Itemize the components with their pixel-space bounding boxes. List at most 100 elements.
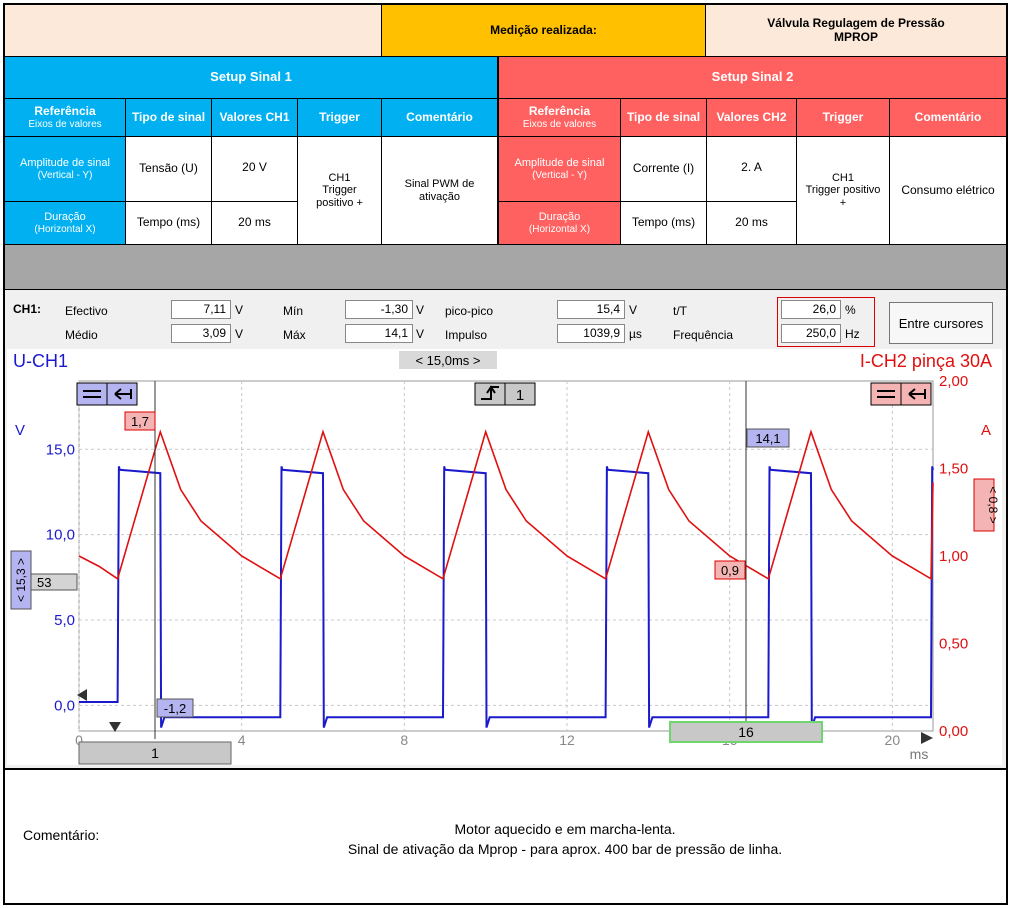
setup2-trigger-a: CH1 <box>831 171 854 184</box>
component-line-1: Válvula Regulagem de Pressão <box>767 15 945 30</box>
setup2-row1-ref-b: (Vertical - Y) <box>532 169 587 181</box>
freq-value: 250,0 <box>781 324 841 343</box>
effective-unit: V <box>235 303 244 317</box>
y-right-tick-label: 1,50 <box>939 461 968 478</box>
duty-value: 26,0 <box>781 300 841 319</box>
setup2-ref-title: Referência <box>528 103 591 118</box>
setup1-row1-ref-b: (Vertical - Y) <box>37 169 93 181</box>
cursor-1-tab[interactable] <box>78 741 232 765</box>
setup1-row2-type: Tempo (ms) <box>126 202 212 245</box>
left-offset-badge-text: 53 <box>37 575 51 590</box>
setup1-trigger-b: Trigger <box>322 184 357 197</box>
component-name: Válvula Regulagem de Pressão MPROP <box>706 5 1006 57</box>
mean-label: Médio <box>65 328 98 342</box>
setup1-row1-type: Tensão (U) <box>126 137 212 202</box>
separator-band <box>5 245 1006 290</box>
series-u-ch1-line <box>79 466 934 728</box>
component-line-2: MPROP <box>833 29 878 44</box>
y-right-tick-label: 0,50 <box>939 636 968 653</box>
trigger-control[interactable]: 1 <box>474 382 536 406</box>
impulse-label: Impulso <box>445 328 488 342</box>
graph-background <box>7 349 1002 765</box>
x-tick-label: 4 <box>238 732 246 748</box>
setup2-trigger: CH1 Trigger positivo + <box>797 137 890 245</box>
footer-line-2: Sinal de ativação da Mprop - para aprox.… <box>347 841 783 857</box>
min-value: -1,30 <box>345 300 413 319</box>
between-cursors-button[interactable]: Entre cursores <box>889 302 993 344</box>
right-scale-badge[interactable]: < 0,8 > <box>973 478 1000 532</box>
ann-low-current-box <box>714 560 746 580</box>
footer-comment: Motor aquecido e em marcha-lenta. Sinal … <box>245 819 885 859</box>
right-scale-badge-text: < 0,8 > <box>986 486 1000 523</box>
setup2-row2-type: Tempo (ms) <box>621 202 707 245</box>
setup2-col-comment: Comentário <box>890 99 1006 137</box>
max-value: 14,1 <box>345 324 413 343</box>
setup2-trigger-b: Trigger positivo <box>805 184 881 197</box>
impulse-unit: µs <box>629 327 642 341</box>
setup1-row2-ref-a: Duração <box>44 210 86 223</box>
ch2-scale-control[interactable] <box>870 382 932 406</box>
setup1-row1-value: 20 V <box>212 137 298 202</box>
trigger-channel: 1 <box>516 387 524 404</box>
setup1-row2-value: 20 ms <box>212 202 298 245</box>
x-tick-label: 0 <box>75 732 83 748</box>
freq-label: Frequência <box>673 328 734 342</box>
left-offset-badge[interactable]: 53 <box>30 573 78 591</box>
footer-label: Comentário: <box>23 827 100 843</box>
y-right-tick-label: 2,00 <box>939 373 968 390</box>
mean-unit: V <box>235 327 244 341</box>
traces <box>78 429 934 728</box>
setup1-col-trigger: Trigger <box>298 99 382 137</box>
period-marker: < 15,0ms > <box>415 353 480 368</box>
x-tick-label: 20 <box>885 732 901 748</box>
x-tick-label: 12 <box>559 732 575 748</box>
setup2-row1-type: Corrente (I) <box>621 137 707 202</box>
effective-label: Efectivo <box>65 304 108 318</box>
right-unit: A <box>981 422 991 439</box>
setup1-comment-a: Sinal PWM de <box>404 177 475 190</box>
ch2-title: I-CH2 pinça 30A <box>860 351 992 371</box>
footer-line-1: Motor aquecido e em marcha-lenta. <box>454 821 676 837</box>
setup1-col-comment: Comentário <box>382 99 499 137</box>
ann-low-voltage-box <box>156 698 194 718</box>
setup2-col-trigger: Trigger <box>797 99 890 137</box>
setup2-col-reference: Referência Eixos de valores <box>499 99 621 137</box>
setup2-col-values: Valores CH2 <box>707 99 797 137</box>
setup2-ref-sub: Eixos de valores <box>522 118 597 130</box>
setup1-row2-reference: Duração (Horizontal X) <box>5 202 126 245</box>
max-unit: V <box>416 327 425 341</box>
header-blank-cell <box>5 5 382 57</box>
setup2-row1-value: 2. A <box>707 137 797 202</box>
oscilloscope-panel: CH1: Efectivo 7,11 V Médio 3,09 V Mín -1… <box>5 290 1006 770</box>
y-left-tick-label: 15,0 <box>46 441 75 458</box>
setup2-row1-reference: Amplitude de sinal (Vertical - Y) <box>499 137 621 202</box>
setup1-trigger-a: CH1 <box>328 171 351 184</box>
freq-unit: Hz <box>845 327 860 341</box>
report-page: Medição realizada: Válvula Regulagem de … <box>3 3 1008 905</box>
mean-value: 3,09 <box>171 324 231 343</box>
ann-high-voltage: 14,1 <box>755 431 780 446</box>
impulse-value: 1039,9 <box>557 324 625 343</box>
y-left-tick-label: 5,0 <box>54 612 75 629</box>
setup2-row2-ref-a: Duração <box>538 210 581 223</box>
trigger-position-marker[interactable] <box>109 722 121 732</box>
setup1-row1-ref-a: Amplitude de sinal <box>20 156 110 169</box>
channel-label: CH1: <box>13 302 42 316</box>
measurement-label: Medição realizada: <box>382 5 706 57</box>
setup1-col-values: Valores CH1 <box>212 99 298 137</box>
rising-edge-icon <box>481 385 499 400</box>
y-left-tick-label: 0,0 <box>54 697 75 714</box>
duty-freq-highlight <box>777 297 875 347</box>
ann-peak-current-box <box>124 411 156 431</box>
setup1-ref-title: Referência <box>34 103 96 118</box>
effective-value: 7,11 <box>171 300 231 319</box>
cursor-2-tab[interactable] <box>669 721 823 743</box>
ch1-scale-control[interactable] <box>76 382 138 406</box>
period-marker-box <box>399 351 497 369</box>
setup2-row2-ref-b: (Horizontal X) <box>528 223 591 235</box>
left-scale-badge[interactable]: < 15,3 > <box>10 550 32 610</box>
setup2-trigger-c: + <box>839 196 847 209</box>
y-right-tick-label: 1,00 <box>939 548 968 565</box>
min-unit: V <box>416 303 425 317</box>
x-unit: ms <box>910 746 929 762</box>
